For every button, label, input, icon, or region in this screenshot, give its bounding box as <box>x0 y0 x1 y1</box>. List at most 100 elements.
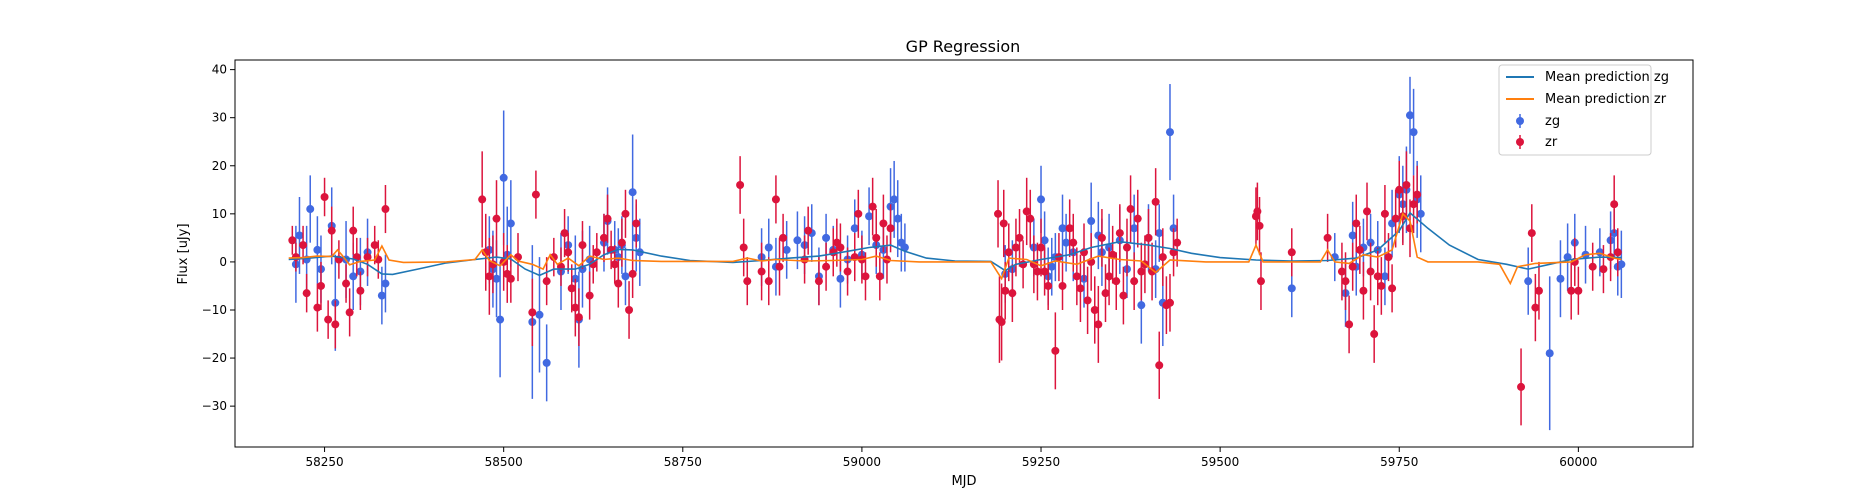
data-point-zr <box>1402 180 1411 189</box>
data-point-zr <box>771 195 780 204</box>
data-point-zr <box>1122 243 1131 252</box>
data-point-zg <box>1047 262 1056 271</box>
data-point-zr <box>1105 272 1114 281</box>
legend: Mean prediction zg Mean prediction zr zg… <box>1498 64 1669 156</box>
x-axis-label: MJD <box>951 474 976 489</box>
x-tick-label: 58250 <box>305 455 343 469</box>
data-point-zr <box>1355 245 1364 254</box>
data-point-zr <box>1588 262 1597 271</box>
data-point-zr <box>999 219 1008 228</box>
data-point-zr <box>1069 238 1078 247</box>
data-point-zr <box>1173 238 1182 247</box>
data-point-zr <box>1613 248 1622 257</box>
data-point-zr <box>1026 214 1035 223</box>
data-point-zr <box>492 214 501 223</box>
data-point-zr <box>625 305 634 314</box>
data-point-zr <box>1076 284 1085 293</box>
data-point-zg <box>377 291 386 300</box>
data-point-zr <box>843 267 852 276</box>
data-point-zg <box>506 219 515 228</box>
data-point-zr <box>886 224 895 233</box>
y-tick-label: 10 <box>212 207 227 221</box>
data-point-zg <box>1348 231 1357 240</box>
data-point-zr <box>1011 243 1020 252</box>
data-point-zr <box>324 315 333 324</box>
data-point-zr <box>1108 250 1117 259</box>
data-point-zg <box>628 188 637 197</box>
data-point-zr <box>1323 233 1332 242</box>
data-point-zr <box>868 202 877 211</box>
data-point-zr <box>381 205 390 214</box>
data-point-zr <box>585 291 594 300</box>
data-point-zr <box>599 233 608 242</box>
data-point-zr <box>488 260 497 269</box>
data-point-zg <box>1165 128 1174 137</box>
data-point-zg <box>865 212 874 221</box>
data-point-zg <box>295 231 304 240</box>
data-point-zr <box>1366 267 1375 276</box>
data-point-zr <box>299 241 308 250</box>
data-point-zr <box>1384 253 1393 262</box>
data-point-zr <box>549 253 558 262</box>
data-point-zr <box>1341 277 1350 286</box>
data-point-zr <box>879 219 888 228</box>
plot-area <box>234 59 1694 448</box>
data-point-zr <box>1115 229 1124 238</box>
legend-marker-zg <box>1516 117 1524 125</box>
data-point-zr <box>632 219 641 228</box>
data-point-zr <box>1377 281 1386 290</box>
legend-label-mean-zr: Mean prediction zr <box>1545 92 1667 107</box>
chart-title: GP Regression <box>906 37 1021 56</box>
data-point-zr <box>1051 346 1060 355</box>
legend-label-zg: zg <box>1545 114 1560 129</box>
data-point-zr <box>514 253 523 262</box>
data-point-zr <box>1253 207 1262 216</box>
data-point-zr <box>349 226 358 235</box>
data-point-zr <box>331 320 340 329</box>
data-point-zr <box>574 313 583 322</box>
x-tick-label: 58750 <box>664 455 702 469</box>
data-point-zr <box>1158 253 1167 262</box>
data-point-zr <box>822 262 831 271</box>
data-point-zg <box>306 205 315 214</box>
data-point-zr <box>356 286 365 295</box>
data-point-zg <box>499 173 508 182</box>
data-point-zr <box>1037 243 1046 252</box>
plot-frame <box>234 59 1694 448</box>
data-point-zr <box>779 233 788 242</box>
data-point-zr <box>288 236 297 245</box>
data-point-zr <box>478 195 487 204</box>
data-point-zr <box>1256 277 1265 286</box>
x-tick-label: 59500 <box>1201 455 1239 469</box>
data-point-zr <box>1133 214 1142 223</box>
data-point-zr <box>757 267 766 276</box>
x-tick-label: 58500 <box>485 455 523 469</box>
data-point-zr <box>1119 291 1128 300</box>
y-tick-label: 0 <box>219 255 227 269</box>
legend-label-mean-zg: Mean prediction zg <box>1545 70 1669 85</box>
data-point-zr <box>836 243 845 252</box>
y-tick-label: 30 <box>212 111 227 125</box>
data-point-zg <box>1037 195 1046 204</box>
y-tick-label: −30 <box>202 399 227 413</box>
data-point-zg <box>1130 224 1139 233</box>
data-point-zr <box>739 243 748 252</box>
data-point-zr <box>1380 209 1389 218</box>
data-point-zr <box>327 226 336 235</box>
data-point-zr <box>861 272 870 281</box>
data-point-zr <box>1004 248 1013 257</box>
mean-prediction-line-zr <box>288 212 1622 286</box>
data-point-zr <box>603 214 612 223</box>
x-tick-label: 59000 <box>843 455 881 469</box>
data-point-zr <box>1395 185 1404 194</box>
data-point-zg <box>764 243 773 252</box>
data-point-zr <box>1348 262 1357 271</box>
data-point-zr <box>313 303 322 312</box>
data-point-zr <box>1097 233 1106 242</box>
mean-prediction-line-zg <box>288 211 1622 277</box>
data-point-zr <box>592 248 601 257</box>
data-point-zr <box>804 226 813 235</box>
data-point-zg <box>836 274 845 283</box>
data-point-zr <box>542 277 551 286</box>
data-point-zr <box>1610 200 1619 209</box>
